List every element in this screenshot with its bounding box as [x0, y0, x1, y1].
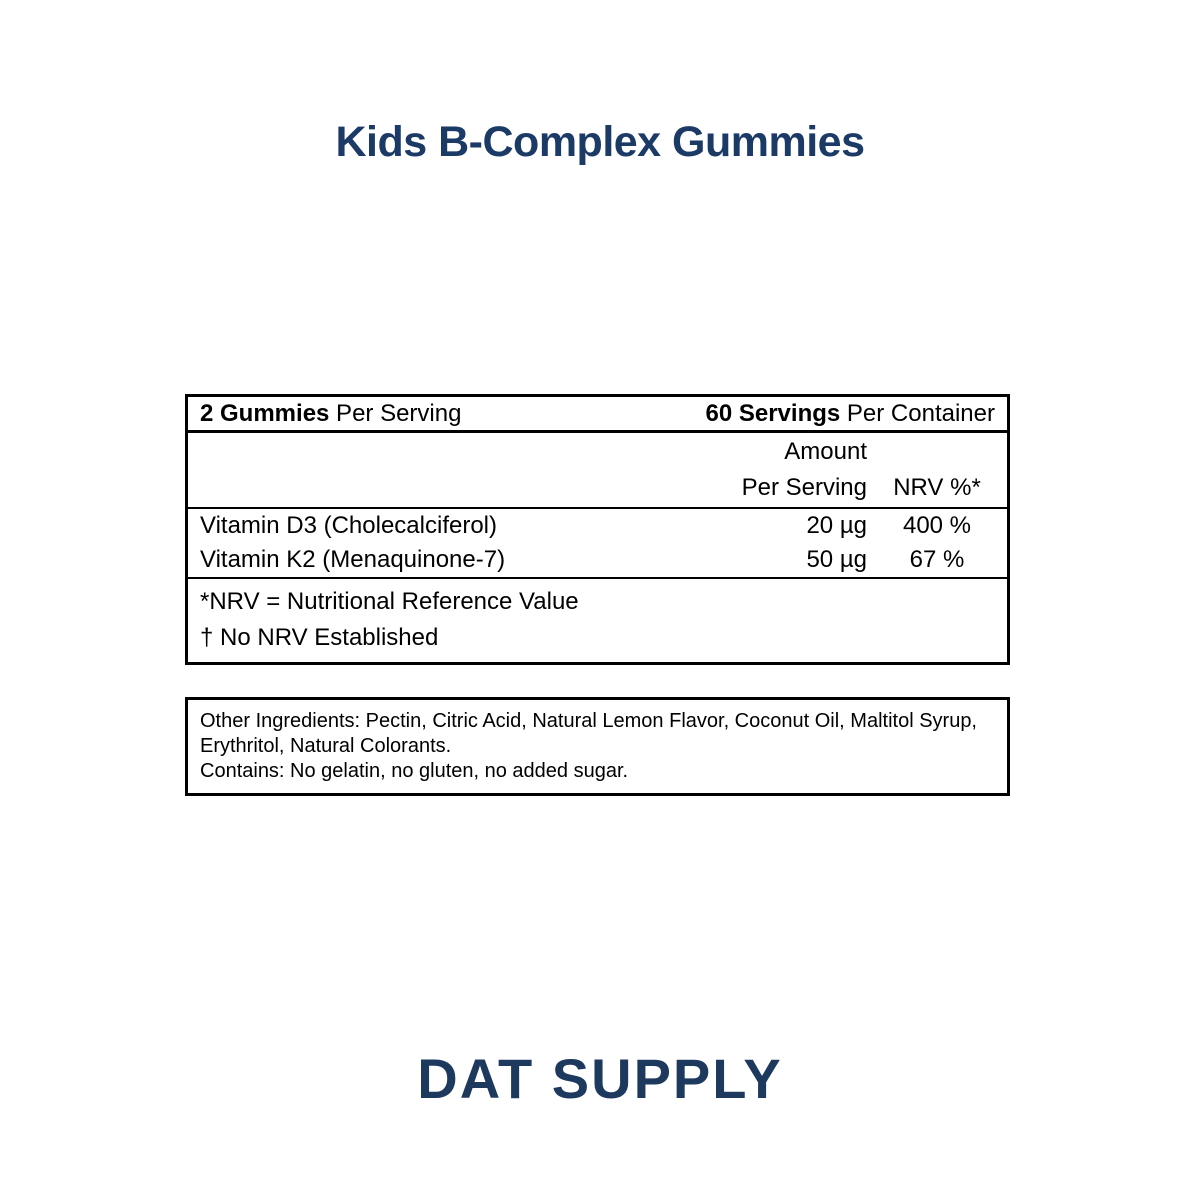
brand-logo: DAT SUPPLY: [417, 1047, 783, 1110]
table-row: Vitamin K2 (Menaquinone-7) 50 µg 67 %: [188, 543, 1007, 577]
other-ingredients-box: Other Ingredients: Pectin, Citric Acid, …: [185, 697, 1010, 796]
amount-header-line2: Per Serving: [741, 474, 867, 501]
servings-count-value: 60 Servings: [705, 399, 841, 427]
nutrient-amount: 50 µg: [806, 546, 867, 573]
per-serving-info: 2 Gummies Per Serving: [200, 400, 461, 428]
serving-size-label: Per Serving: [329, 399, 462, 427]
nrv-footnote: *NRV = Nutritional Reference Value: [200, 588, 579, 615]
contains-text: Contains: No gelatin, no gluten, no adde…: [200, 760, 629, 782]
table-row: Vitamin D3 (Cholecalciferol) 20 µg 400 %: [188, 509, 1007, 543]
no-nrv-footnote: † No NRV Established: [200, 624, 439, 651]
serving-info-row: 2 Gummies Per Serving 60 Servings Per Co…: [188, 397, 1007, 433]
page-title: Kids B-Complex Gummies: [335, 118, 866, 166]
supplement-facts-table: 2 Gummies Per Serving 60 Servings Per Co…: [185, 394, 1010, 665]
nutrient-name: Vitamin K2 (Menaquinone-7): [200, 546, 506, 573]
footnotes: *NRV = Nutritional Reference Value † No …: [188, 579, 1007, 662]
serving-size-value: 2 Gummies: [200, 399, 330, 427]
header-spacer: [188, 434, 707, 506]
nutrient-amount: 20 µg: [806, 512, 867, 539]
other-ingredients-text: Other Ingredients: Pectin, Citric Acid, …: [200, 710, 977, 757]
nutrient-rows: Vitamin D3 (Cholecalciferol) 20 µg 400 %…: [188, 509, 1007, 579]
nutrient-nrv: 400 %: [902, 512, 972, 539]
nutrient-nrv: 67 %: [909, 546, 965, 573]
amount-per-serving-header: Amount Per Serving: [707, 434, 867, 506]
nutrient-name: Vitamin D3 (Cholecalciferol): [200, 512, 497, 539]
facts-header-row: Amount Per Serving NRV %*: [188, 433, 1007, 509]
amount-header-line1: Amount: [784, 438, 867, 465]
servings-count-label: Per Container: [840, 399, 995, 427]
per-container-info: 60 Servings Per Container: [706, 400, 996, 428]
nrv-header: NRV %*: [893, 474, 981, 501]
